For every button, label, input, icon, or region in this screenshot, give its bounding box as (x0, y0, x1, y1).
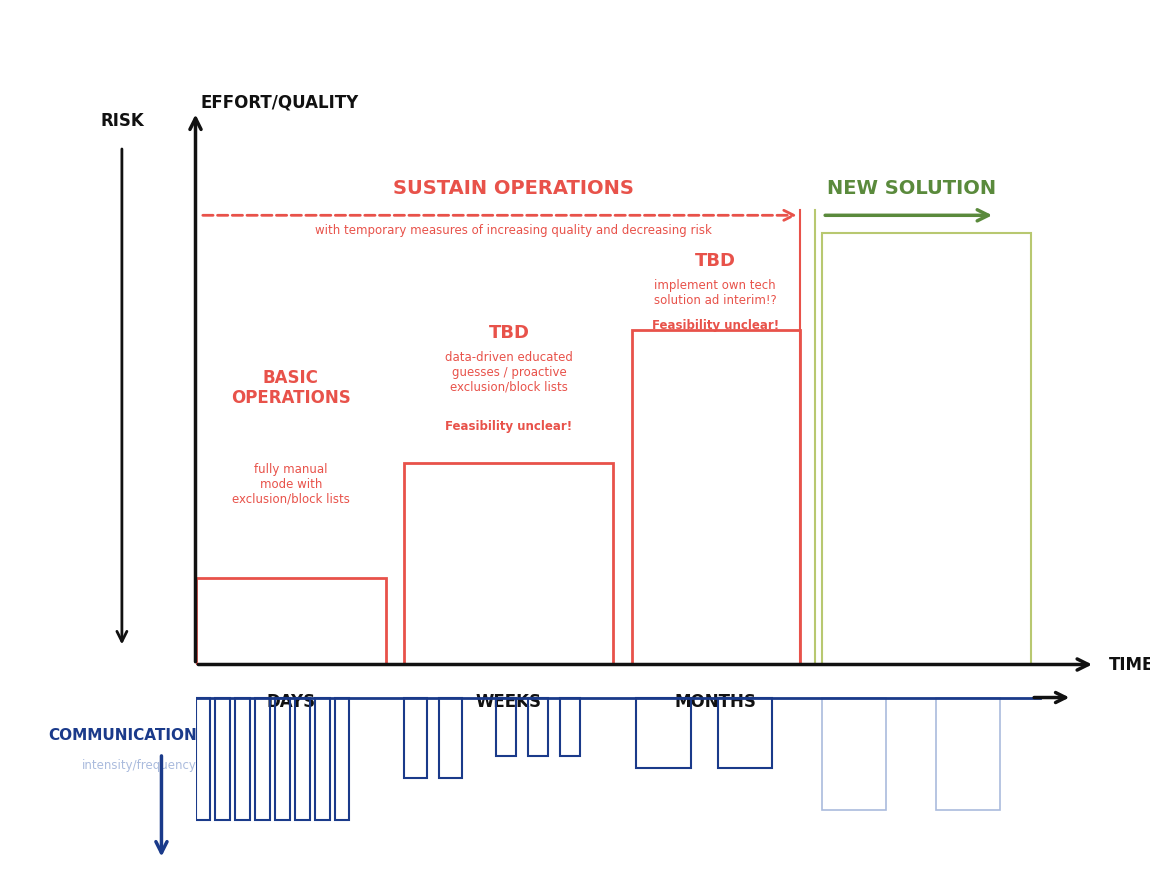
Bar (528, 697, 549, 756)
Bar (718, 697, 773, 768)
Text: TBD: TBD (489, 324, 529, 342)
Text: data-driven educated
guesses / proactive
exclusion/block lists: data-driven educated guesses / proactive… (445, 351, 573, 393)
Bar (496, 697, 516, 756)
Bar (405, 697, 427, 778)
Text: BASIC
OPERATIONS: BASIC OPERATIONS (231, 369, 351, 408)
Text: SUSTAIN OPERATIONS: SUSTAIN OPERATIONS (393, 179, 634, 198)
Bar (560, 697, 580, 756)
Text: TBD: TBD (695, 252, 736, 270)
Text: Feasibility unclear!: Feasibility unclear! (652, 319, 779, 332)
Bar (439, 697, 461, 778)
Text: WEEKS: WEEKS (476, 693, 542, 711)
Bar (196, 697, 209, 820)
Text: COMMUNICATION: COMMUNICATION (48, 728, 197, 742)
Text: fully manual
mode with
exclusion/block lists: fully manual mode with exclusion/block l… (232, 462, 350, 506)
Bar (315, 697, 330, 820)
Bar (405, 462, 613, 664)
Bar (336, 697, 350, 820)
Text: EFFORT/QUALITY: EFFORT/QUALITY (200, 94, 359, 112)
Text: implement own tech
solution ad interim!?: implement own tech solution ad interim!? (654, 278, 776, 307)
Text: NEW SOLUTION: NEW SOLUTION (827, 179, 996, 198)
Text: TIME: TIME (1109, 656, 1150, 673)
Bar (215, 697, 230, 820)
Bar (636, 697, 691, 768)
Bar (936, 697, 999, 811)
Bar (276, 697, 290, 820)
Bar (196, 579, 386, 664)
Text: MONTHS: MONTHS (674, 693, 756, 711)
Text: RISK: RISK (100, 112, 144, 129)
Text: DAYS: DAYS (267, 693, 315, 711)
Text: with temporary measures of increasing quality and decreasing risk: with temporary measures of increasing qu… (315, 224, 712, 237)
Bar (822, 233, 1032, 664)
Text: intensity/frequency: intensity/frequency (82, 759, 197, 772)
Text: Feasibility unclear!: Feasibility unclear! (445, 420, 573, 432)
Bar (631, 330, 799, 664)
Bar (236, 697, 250, 820)
Bar (255, 697, 269, 820)
Bar (296, 697, 309, 820)
Bar (822, 697, 886, 811)
